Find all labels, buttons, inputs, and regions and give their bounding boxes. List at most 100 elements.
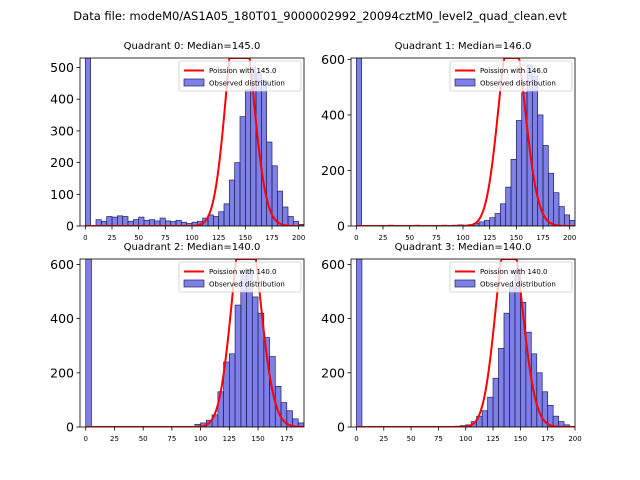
histogram-bar bbox=[292, 220, 300, 226]
histogram-bar bbox=[481, 410, 488, 427]
x-tick-label: 125 bbox=[223, 435, 236, 443]
histogram-bar bbox=[509, 285, 516, 427]
y-tick-label: 200 bbox=[321, 163, 345, 178]
histogram-bar bbox=[536, 372, 543, 427]
x-tick-label: 0 bbox=[354, 234, 358, 242]
histogram-bar bbox=[234, 304, 242, 427]
x-tick-label: 125 bbox=[212, 234, 225, 242]
panel-title: Quadrant 1: Median=146.0 bbox=[395, 41, 532, 52]
histogram-bar bbox=[223, 203, 230, 226]
x-tick-label: 200 bbox=[292, 234, 305, 242]
x-tick-label: 100 bbox=[459, 435, 472, 443]
histogram-bar bbox=[239, 116, 246, 226]
x-tick-label: 150 bbox=[251, 435, 264, 443]
histogram-bar bbox=[122, 216, 129, 226]
legend-fit-label: Poission with 145.0 bbox=[209, 67, 277, 75]
histogram-bar bbox=[240, 274, 247, 427]
histogram-bar bbox=[514, 269, 521, 427]
histogram-bar bbox=[580, 225, 585, 226]
x-tick-label: 75 bbox=[161, 234, 170, 242]
histogram-bar bbox=[547, 172, 555, 226]
y-tick-label: 400 bbox=[50, 311, 74, 326]
histogram-bar bbox=[111, 216, 118, 226]
legend: Poission with 145.0 Observed distribution bbox=[178, 60, 302, 92]
histogram-bar bbox=[505, 186, 512, 226]
y-tick-label: 0 bbox=[337, 219, 345, 234]
histogram-bar bbox=[228, 353, 236, 427]
histogram-bar bbox=[492, 377, 499, 427]
x-tick-label: 0 bbox=[354, 435, 358, 443]
x-tick-label: 25 bbox=[379, 234, 388, 242]
panel-quadrant-1: 0 25 50 75 100 125 150 175 200 0 200 400 600 Quadrant… bbox=[321, 41, 585, 242]
x-tick-label: 50 bbox=[407, 435, 416, 443]
histogram-bar bbox=[515, 120, 523, 226]
histogram-bar bbox=[499, 203, 507, 226]
histogram-bar bbox=[558, 206, 565, 226]
x-tick-label: 0 bbox=[83, 234, 87, 242]
histogram-bar bbox=[244, 89, 252, 226]
x-tick-label: 175 bbox=[541, 435, 554, 443]
x-tick-label: 200 bbox=[563, 234, 576, 242]
histogram-bar bbox=[276, 190, 284, 226]
figure-suptitle: Data file: modeM0/AS1A05_180T01_90000029… bbox=[73, 9, 567, 23]
y-tick-label: 500 bbox=[50, 60, 74, 75]
legend-observed-swatch bbox=[183, 279, 205, 288]
x-tick-label: 150 bbox=[510, 234, 523, 242]
x-tick-label: 100 bbox=[194, 435, 207, 443]
legend-fit-label: Poission with 140.0 bbox=[209, 268, 277, 276]
x-tick-label: 50 bbox=[134, 234, 143, 242]
histogram-bar bbox=[138, 216, 145, 226]
x-tick-label: 0 bbox=[84, 435, 88, 443]
histogram-bar bbox=[116, 215, 124, 226]
y-tick-label: 400 bbox=[321, 107, 345, 122]
x-tick-label: 175 bbox=[536, 234, 549, 242]
y-tick-label: 200 bbox=[50, 365, 74, 380]
y-tick-label: 200 bbox=[50, 155, 74, 170]
histogram-bar bbox=[510, 159, 517, 226]
x-tick-label: 75 bbox=[432, 234, 441, 242]
histogram-bar bbox=[85, 259, 92, 427]
x-tick-label: 150 bbox=[514, 435, 527, 443]
x-tick-label: 50 bbox=[139, 435, 148, 443]
histogram-bar bbox=[355, 58, 363, 226]
y-tick-label: 0 bbox=[66, 420, 74, 435]
y-tick-label: 300 bbox=[50, 123, 74, 138]
histogram-bar bbox=[503, 312, 510, 427]
histogram-bar bbox=[563, 214, 571, 226]
axes-frame bbox=[350, 258, 576, 428]
panel-quadrant-2: 0 25 50 75 100 125 150 175 0 200 400 600 Quadrant 2:… bbox=[50, 242, 305, 443]
legend: Poission with 146.0 Observed distribution bbox=[449, 60, 573, 92]
histogram-bar bbox=[478, 221, 485, 226]
x-tick-label: 100 bbox=[185, 234, 198, 242]
histogram-bar bbox=[287, 216, 294, 226]
histogram-bar bbox=[553, 192, 560, 226]
histogram-bar bbox=[356, 259, 363, 427]
histogram-bar bbox=[159, 217, 166, 226]
histogram-bar bbox=[246, 269, 253, 427]
histogram-bar bbox=[489, 217, 496, 226]
legend-observed-swatch bbox=[183, 78, 205, 87]
legend-fit-label: Poission with 140.0 bbox=[480, 268, 548, 276]
y-tick-label: 0 bbox=[337, 420, 345, 435]
histogram-bar bbox=[483, 220, 491, 226]
x-tick-label: 25 bbox=[379, 435, 388, 443]
legend-observed-label: Observed distribution bbox=[209, 80, 285, 88]
histogram-bar bbox=[282, 206, 289, 226]
x-tick-label: 50 bbox=[405, 234, 414, 242]
legend-fit-label: Poission with 146.0 bbox=[480, 67, 548, 75]
legend: Poission with 140.0 Observed distribution bbox=[449, 261, 573, 293]
histogram-bar bbox=[260, 79, 268, 226]
histogram-bar bbox=[228, 179, 236, 226]
y-tick-label: 0 bbox=[66, 219, 74, 234]
histogram-bar bbox=[251, 296, 259, 427]
x-tick-label: 200 bbox=[568, 435, 581, 443]
x-tick-label: 150 bbox=[239, 234, 252, 242]
x-tick-label: 25 bbox=[110, 435, 119, 443]
panel-title: Quadrant 0: Median=145.0 bbox=[124, 41, 261, 52]
x-tick-label: 125 bbox=[486, 435, 499, 443]
x-tick-label: 175 bbox=[280, 435, 293, 443]
histogram-bar bbox=[494, 213, 501, 226]
y-tick-label: 100 bbox=[50, 187, 74, 202]
x-tick-label: 100 bbox=[456, 234, 469, 242]
x-tick-label: 125 bbox=[483, 234, 496, 242]
